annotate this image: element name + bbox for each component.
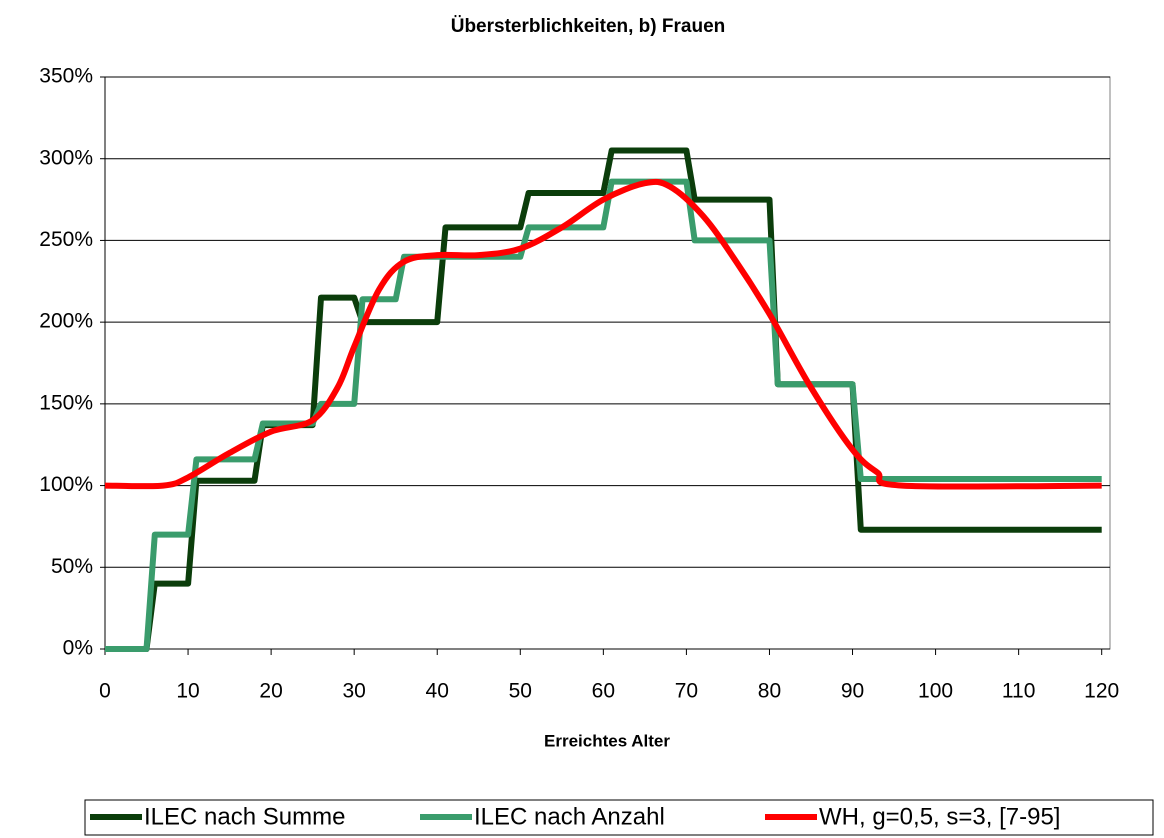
legend-label: ILEC nach Summe xyxy=(144,803,345,830)
y-tick-label: 250% xyxy=(39,228,93,251)
x-tick-label: 20 xyxy=(259,680,282,703)
x-tick-label: 40 xyxy=(426,680,449,703)
series-line xyxy=(104,178,1102,490)
x-tick-label: 60 xyxy=(592,680,615,703)
legend-label: ILEC nach Anzahl xyxy=(474,803,665,830)
y-tick-label: 200% xyxy=(39,310,93,333)
legend-label: WH, g=0,5, s=3, [7-95] xyxy=(819,803,1060,830)
chart-title: Übersterblichkeiten, b) Frauen xyxy=(451,16,726,37)
y-tick-label: 50% xyxy=(51,555,93,578)
x-tick-label: 10 xyxy=(176,680,199,703)
x-axis-title: Erreichtes Alter xyxy=(544,731,670,750)
x-tick-label: 110 xyxy=(1002,680,1035,703)
x-tick-label: 100 xyxy=(918,680,953,703)
y-tick-label: 150% xyxy=(39,391,93,414)
y-tick-label: 350% xyxy=(39,65,93,88)
x-tick-label: 120 xyxy=(1084,680,1119,703)
x-tick-label: 30 xyxy=(342,680,365,703)
legend-box xyxy=(84,799,1154,836)
y-tick-label: 0% xyxy=(63,637,93,660)
x-tick-label: 80 xyxy=(758,680,781,703)
y-tick-label: 300% xyxy=(39,146,93,169)
y-tick-label: 100% xyxy=(39,473,93,496)
x-tick-label: 0 xyxy=(99,680,111,703)
x-tick-label: 70 xyxy=(675,680,698,703)
x-tick-label: 90 xyxy=(841,680,864,703)
x-tick-label: 50 xyxy=(509,680,532,703)
